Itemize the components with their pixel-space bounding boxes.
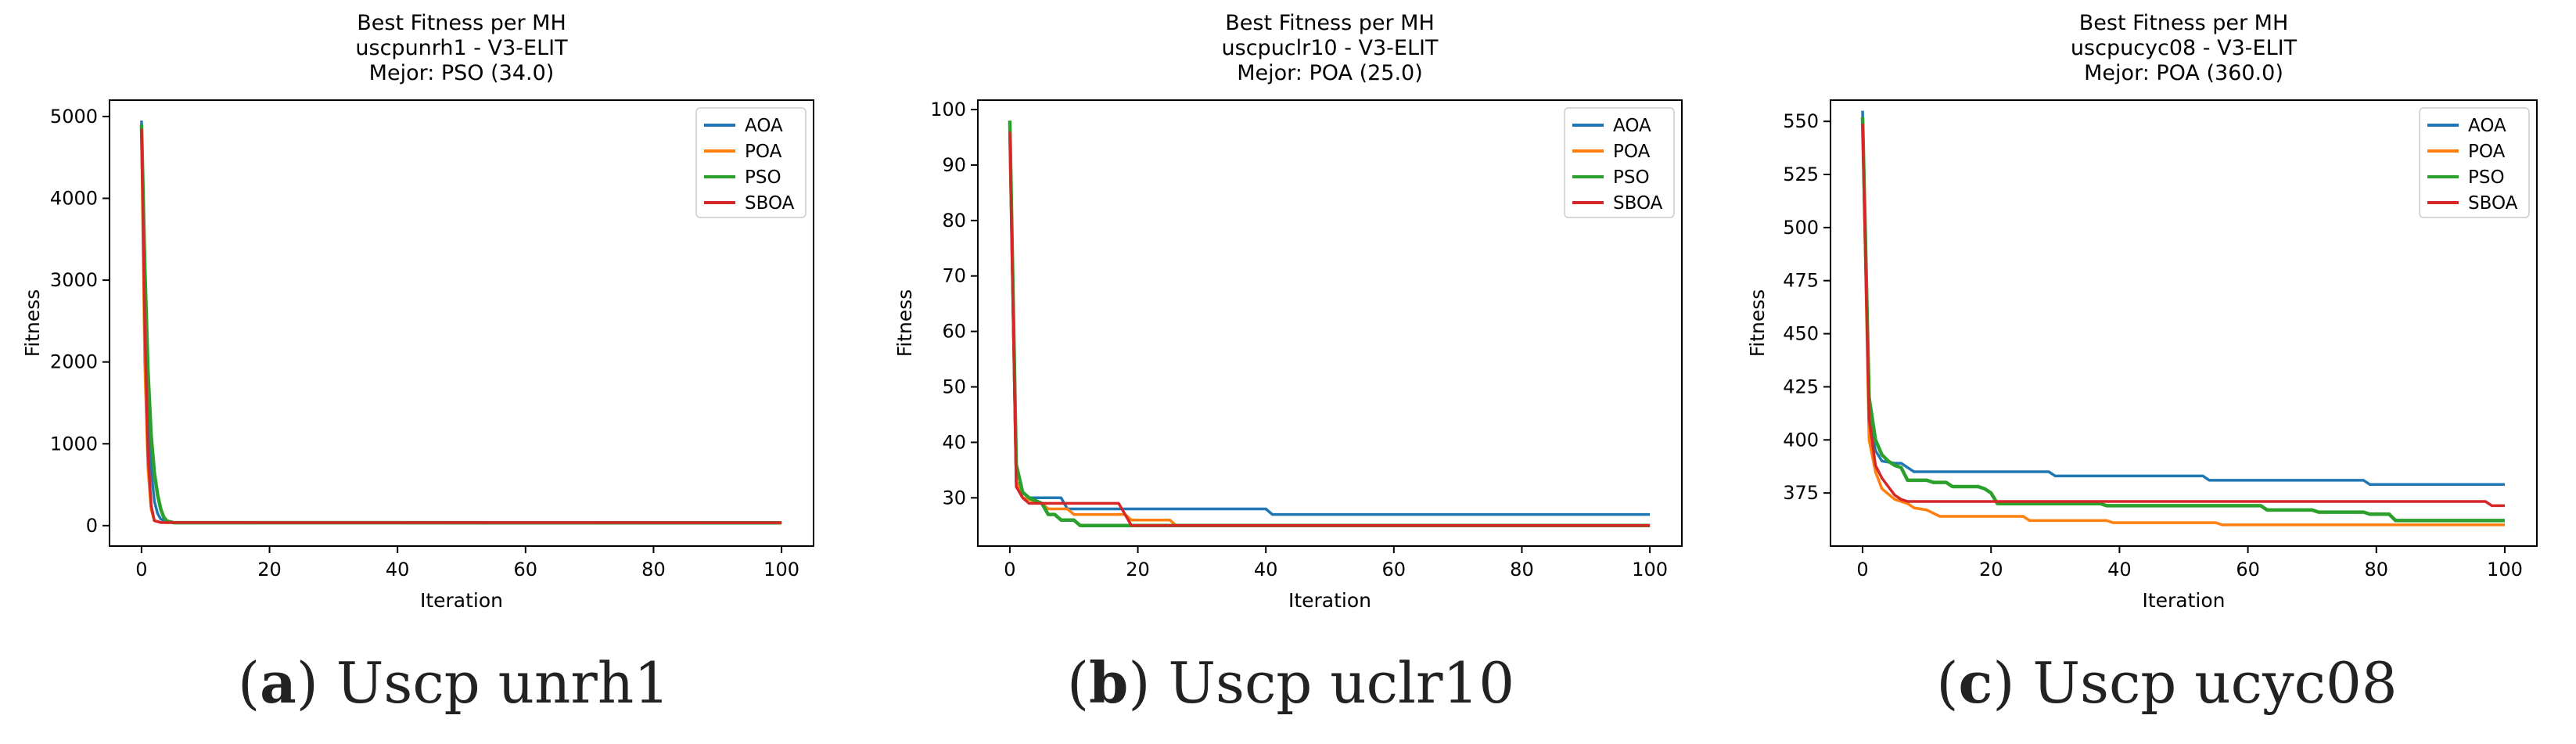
y-tick-label: 1000	[50, 433, 98, 455]
legend-label-pso: PSO	[1613, 167, 1650, 188]
y-tick-label: 30	[942, 487, 966, 509]
x-tick-label: 0	[1004, 559, 1015, 580]
legend-label-sboa: SBOA	[2468, 193, 2518, 214]
y-tick-label: 50	[942, 376, 966, 398]
y-tick-label: 550	[1783, 110, 1819, 132]
chart-subtitle: uscpuclr10 - V3-ELIT	[1222, 36, 1439, 60]
y-tick-label: 2000	[50, 351, 98, 373]
series-line-poa	[1008, 137, 1651, 527]
y-tick-label: 0	[86, 515, 98, 537]
chart-title: Best Fitness per MH	[357, 11, 566, 35]
y-axis-label: Fitness	[21, 289, 44, 358]
caption-text: ) Uscp uclr10	[1128, 650, 1515, 716]
x-axis-label: Iteration	[420, 589, 503, 612]
x-tick-label: 80	[641, 559, 666, 580]
legend-box	[1564, 107, 1675, 218]
x-tick-label: 60	[1382, 559, 1407, 580]
x-tick-label: 60	[2236, 559, 2260, 580]
caption-letter: c	[1958, 649, 1993, 716]
legend-label-poa: POA	[2468, 142, 2506, 162]
legend-box	[695, 107, 807, 218]
y-tick-label: 4000	[50, 188, 98, 210]
x-tick-label: 100	[1632, 559, 1668, 580]
x-tick-label: 100	[2487, 559, 2523, 580]
caption-text: ) Uscp ucyc08	[1992, 650, 2398, 716]
x-tick-label: 40	[1254, 559, 1278, 580]
y-axis-label: Fitness	[893, 289, 916, 358]
chart-subtitle2: Mejor: PSO (34.0)	[369, 61, 555, 85]
chart-title: Best Fitness per MH	[2079, 11, 2289, 35]
chart-subtitle2: Mejor: POA (360.0)	[2084, 61, 2283, 85]
x-tick-label: 80	[2364, 559, 2388, 580]
x-tick-label: 80	[1510, 559, 1534, 580]
x-tick-label: 0	[1856, 559, 1868, 580]
plot-frame	[977, 99, 1683, 547]
series-line-aoa	[1861, 110, 2505, 487]
series-line-aoa	[1008, 131, 1651, 516]
x-tick-label: 20	[1979, 559, 2003, 580]
chart-subtitle: uscpunrh1 - V3-ELIT	[355, 36, 568, 60]
legend-box	[2419, 107, 2530, 218]
legend-label-poa: POA	[745, 142, 782, 162]
y-tick-label: 475	[1783, 270, 1819, 292]
legend-label-aoa: AOA	[2468, 116, 2506, 136]
x-tick-label: 40	[386, 559, 410, 580]
legend-label-poa: POA	[1613, 142, 1651, 162]
series-line-pso	[1008, 120, 1651, 528]
y-tick-label: 450	[1783, 323, 1819, 345]
y-tick-label: 3000	[50, 269, 98, 291]
x-axis-label: Iteration	[1288, 589, 1371, 612]
series-line-pso	[1860, 117, 2505, 523]
caption-b: (b) Uscp uclr10	[1066, 649, 1515, 716]
x-tick-label: 20	[257, 559, 282, 580]
chart-subtitle: uscpucyc08 - V3-ELIT	[2071, 36, 2298, 60]
legend-label-sboa: SBOA	[745, 193, 795, 214]
x-tick-label: 100	[763, 559, 799, 580]
series-line-aoa	[140, 120, 673, 524]
y-tick-label: 80	[942, 210, 966, 232]
legend-label-pso: PSO	[2468, 167, 2505, 188]
series-line-poa	[140, 132, 782, 524]
y-tick-label: 100	[930, 99, 966, 120]
legend-label-aoa: AOA	[1613, 116, 1651, 136]
y-axis-label: Fitness	[1746, 289, 1769, 358]
x-tick-label: 60	[514, 559, 538, 580]
y-tick-label: 40	[942, 431, 966, 453]
legend-label-sboa: SBOA	[1613, 193, 1663, 214]
plot-frame	[109, 99, 814, 547]
y-tick-label: 5000	[50, 106, 98, 128]
x-tick-label: 0	[135, 559, 147, 580]
y-tick-label: 425	[1783, 376, 1819, 397]
x-tick-label: 20	[1126, 559, 1150, 580]
caption-c: (c) Uscp ucyc08	[1936, 649, 2398, 716]
caption-text: ) Uscp unrh1	[296, 650, 670, 716]
caption-a: (a) Uscp unrh1	[238, 649, 670, 716]
y-tick-label: 90	[942, 154, 966, 176]
series-line-sboa	[1008, 131, 1651, 527]
series-line-pso	[139, 124, 782, 525]
y-tick-label: 375	[1783, 482, 1819, 504]
x-axis-label: Iteration	[2142, 589, 2225, 612]
y-tick-label: 500	[1783, 217, 1819, 239]
plot-frame	[1830, 99, 2538, 547]
x-tick-label: 40	[2107, 559, 2132, 580]
series-line-poa	[1861, 121, 2505, 527]
caption-letter: a	[260, 649, 296, 716]
legend-label-aoa: AOA	[745, 116, 783, 136]
series-line-sboa	[1861, 123, 2505, 508]
y-tick-label: 525	[1783, 164, 1819, 185]
y-tick-label: 70	[942, 265, 966, 287]
chart-title: Best Fitness per MH	[1225, 11, 1435, 35]
caption-letter: b	[1089, 649, 1129, 716]
legend-label-pso: PSO	[745, 167, 781, 188]
y-tick-label: 60	[942, 321, 966, 343]
series-line-sboa	[140, 128, 782, 524]
chart-subtitle2: Mejor: POA (25.0)	[1237, 61, 1423, 85]
y-tick-label: 400	[1783, 429, 1819, 451]
